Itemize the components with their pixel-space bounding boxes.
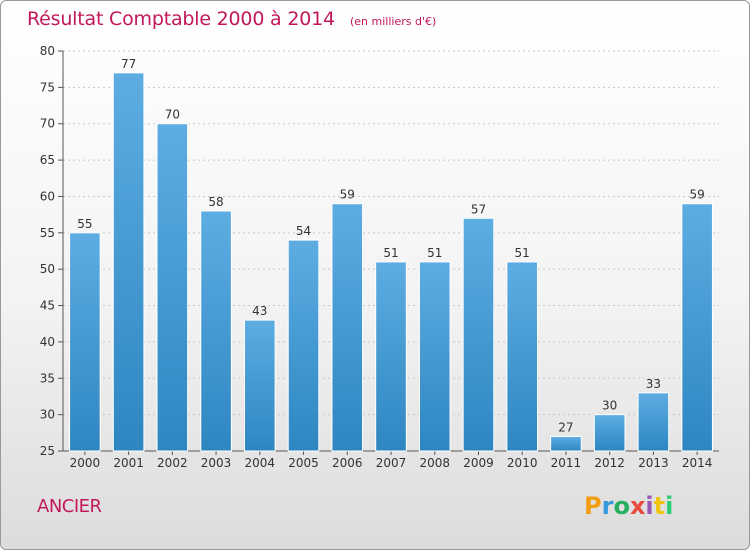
bar-2014 [681,203,713,452]
data-label-2007: 51 [383,246,398,260]
logo-letter: o [613,492,630,520]
x-tick-label-2014: 2014 [682,456,713,470]
x-tick-label-2008: 2008 [419,456,450,470]
title-row: Résultat Comptable 2000 à 2014 (en milli… [27,8,436,30]
data-label-2000: 55 [77,217,92,231]
bar-2012 [593,414,626,452]
y-tick-label: 60 [40,189,55,203]
x-tick-label-2001: 2001 [113,456,144,470]
data-label-2008: 51 [427,246,442,260]
x-tick-label-2012: 2012 [594,456,625,470]
data-label-2009: 57 [471,202,486,216]
bar-2004 [243,319,276,452]
x-tick-label-2013: 2013 [638,456,669,470]
bar-2008 [418,261,451,452]
data-label-2010: 51 [515,246,530,260]
data-label-2001: 77 [121,57,136,71]
y-tick-label: 65 [40,153,55,167]
y-tick-label: 80 [40,44,55,58]
logo-letter: r [601,492,614,520]
data-label-2011: 27 [558,420,573,434]
bar-2002 [156,123,189,452]
bar-2005 [287,239,320,452]
label-layer: 55 2000 77 2001 70 2002 58 2003 43 2004 54 2005 59 20… [70,57,713,470]
data-label-2013: 33 [646,377,661,391]
x-tick-label-2009: 2009 [463,456,494,470]
data-label-2014: 59 [689,188,704,202]
unit-note: (en milliers d'€) [349,15,437,28]
logo-letter: i [645,492,654,520]
y-tick-label: 30 [40,408,55,422]
bar-layer [69,72,713,452]
data-label-2005: 54 [296,224,311,238]
y-tick-label: 70 [40,117,55,131]
bar-2011 [550,435,582,452]
bar-2013 [637,392,670,452]
data-label-2002: 70 [165,108,180,122]
x-tick-label-2010: 2010 [507,456,538,470]
y-tick-label: 40 [40,335,55,349]
bar-2003 [200,210,232,452]
y-tick-label: 35 [40,371,55,385]
proxiti-logo[interactable]: Proxiti [584,492,673,520]
bar-2007 [375,261,407,452]
x-tick-label-2007: 2007 [376,456,407,470]
bar-2000 [69,232,101,452]
logo-letter: P [584,492,602,520]
x-tick-label-2003: 2003 [201,456,232,470]
y-tick-label: 55 [40,226,55,240]
commune-name: ANCIER [37,496,102,517]
data-label-2012: 30 [602,399,617,413]
x-tick-label-2004: 2004 [245,456,276,470]
bar-2009 [462,217,495,452]
y-tick-label: 50 [40,262,55,276]
x-tick-label-2011: 2011 [551,456,582,470]
logo-letter: x [629,492,646,520]
x-tick-label-2005: 2005 [288,456,319,470]
chart-title: Résultat Comptable 2000 à 2014 [27,8,335,30]
x-tick-label-2000: 2000 [70,456,101,470]
bar-2006 [331,203,364,452]
bar-2001 [112,72,145,452]
bar-2010 [506,261,539,452]
y-tick-label: 75 [40,80,55,94]
y-tick-label: 45 [40,299,55,313]
y-tick-label: 25 [40,444,55,458]
data-label-2003: 58 [208,195,223,209]
data-label-2004: 43 [252,304,267,318]
x-tick-label-2002: 2002 [157,456,188,470]
logo-letter: i [665,492,674,520]
x-tick-label-2006: 2006 [332,456,363,470]
data-label-2006: 59 [340,188,355,202]
logo-letter: t [653,492,666,520]
